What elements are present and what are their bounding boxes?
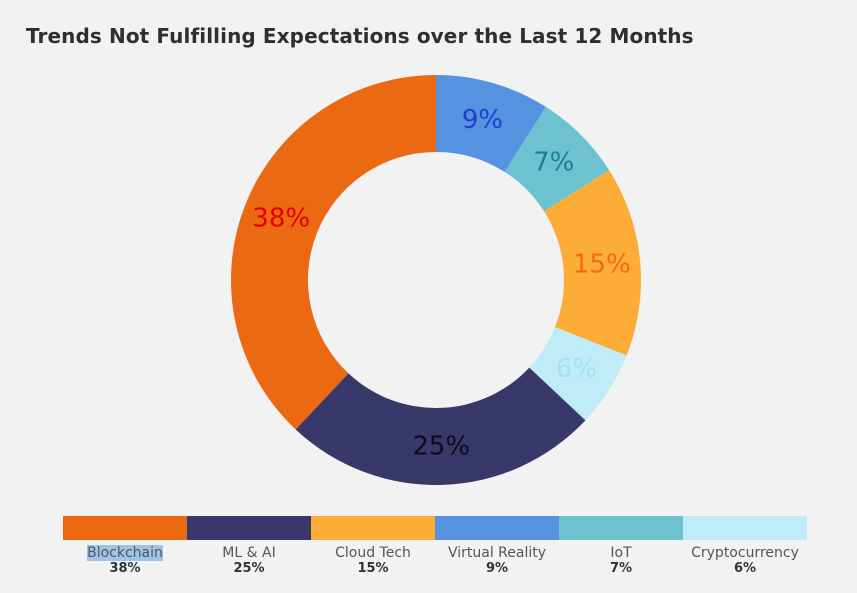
legend-swatch-virtual-reality	[435, 516, 559, 540]
legend-item-virtual-reality: Virtual Reality 9%	[435, 516, 559, 576]
legend-item-ml-ai: ML & AI 25%	[187, 516, 311, 576]
donut-slice-iot	[504, 106, 610, 212]
legend-label: Virtual Reality	[435, 545, 559, 561]
legend-label: Cryptocurrency	[683, 545, 807, 561]
donut-slice-ml-ai	[295, 367, 586, 485]
slice-label-iot: 7%	[533, 147, 574, 177]
legend-label-text: Blockchain	[87, 545, 163, 561]
legend-percent: 7%	[609, 561, 633, 576]
legend-label-text: IoT	[610, 545, 632, 561]
legend-percent: 15%	[357, 561, 389, 576]
legend-item-cryptocurrency: Cryptocurrency 6%	[683, 516, 807, 576]
legend-swatch-ml-ai	[187, 516, 311, 540]
legend-percent: 9%	[485, 561, 509, 576]
legend-label: Cloud Tech	[311, 545, 435, 561]
legend-label-text: Cryptocurrency	[691, 545, 799, 561]
chart-legend: Blockchain 38% ML & AI 25% Cloud Tech 15% Virt…	[63, 516, 807, 576]
legend-percent: 25%	[233, 561, 265, 576]
legend-item-blockchain: Blockchain 38%	[63, 516, 187, 576]
slice-label-virtual-reality: 9%	[462, 105, 503, 135]
slice-label-cloud-tech: 15%	[573, 249, 631, 279]
slice-label-ml-ai: 25%	[412, 431, 470, 461]
legend-label-text: Cloud Tech	[335, 545, 411, 561]
legend-swatch-blockchain	[63, 516, 187, 540]
chart-title: Trends Not Fulfilling Expectations over …	[26, 24, 694, 48]
legend-label: IoT	[559, 545, 683, 561]
donut-slice-cryptocurrency	[529, 327, 627, 421]
legend-percent: 38%	[109, 561, 141, 576]
legend-label-text: Virtual Reality	[447, 545, 547, 561]
legend-label-text: ML & AI	[222, 545, 276, 561]
slice-label-blockchain: 38%	[252, 204, 310, 234]
legend-swatch-cryptocurrency	[683, 516, 807, 540]
donut-slice-virtual-reality	[436, 75, 546, 172]
slice-label-cryptocurrency: 6%	[556, 354, 597, 384]
legend-label: Blockchain	[63, 545, 187, 561]
donut-slice-cloud-tech	[544, 170, 642, 356]
legend-swatch-iot	[559, 516, 683, 540]
legend-swatch-cloud-tech	[311, 516, 435, 540]
donut-slice-blockchain	[231, 75, 436, 430]
legend-item-cloud-tech: Cloud Tech 15%	[311, 516, 435, 576]
legend-percent: 6%	[733, 561, 757, 576]
legend-item-iot: IoT 7%	[559, 516, 683, 576]
legend-label: ML & AI	[187, 545, 311, 561]
